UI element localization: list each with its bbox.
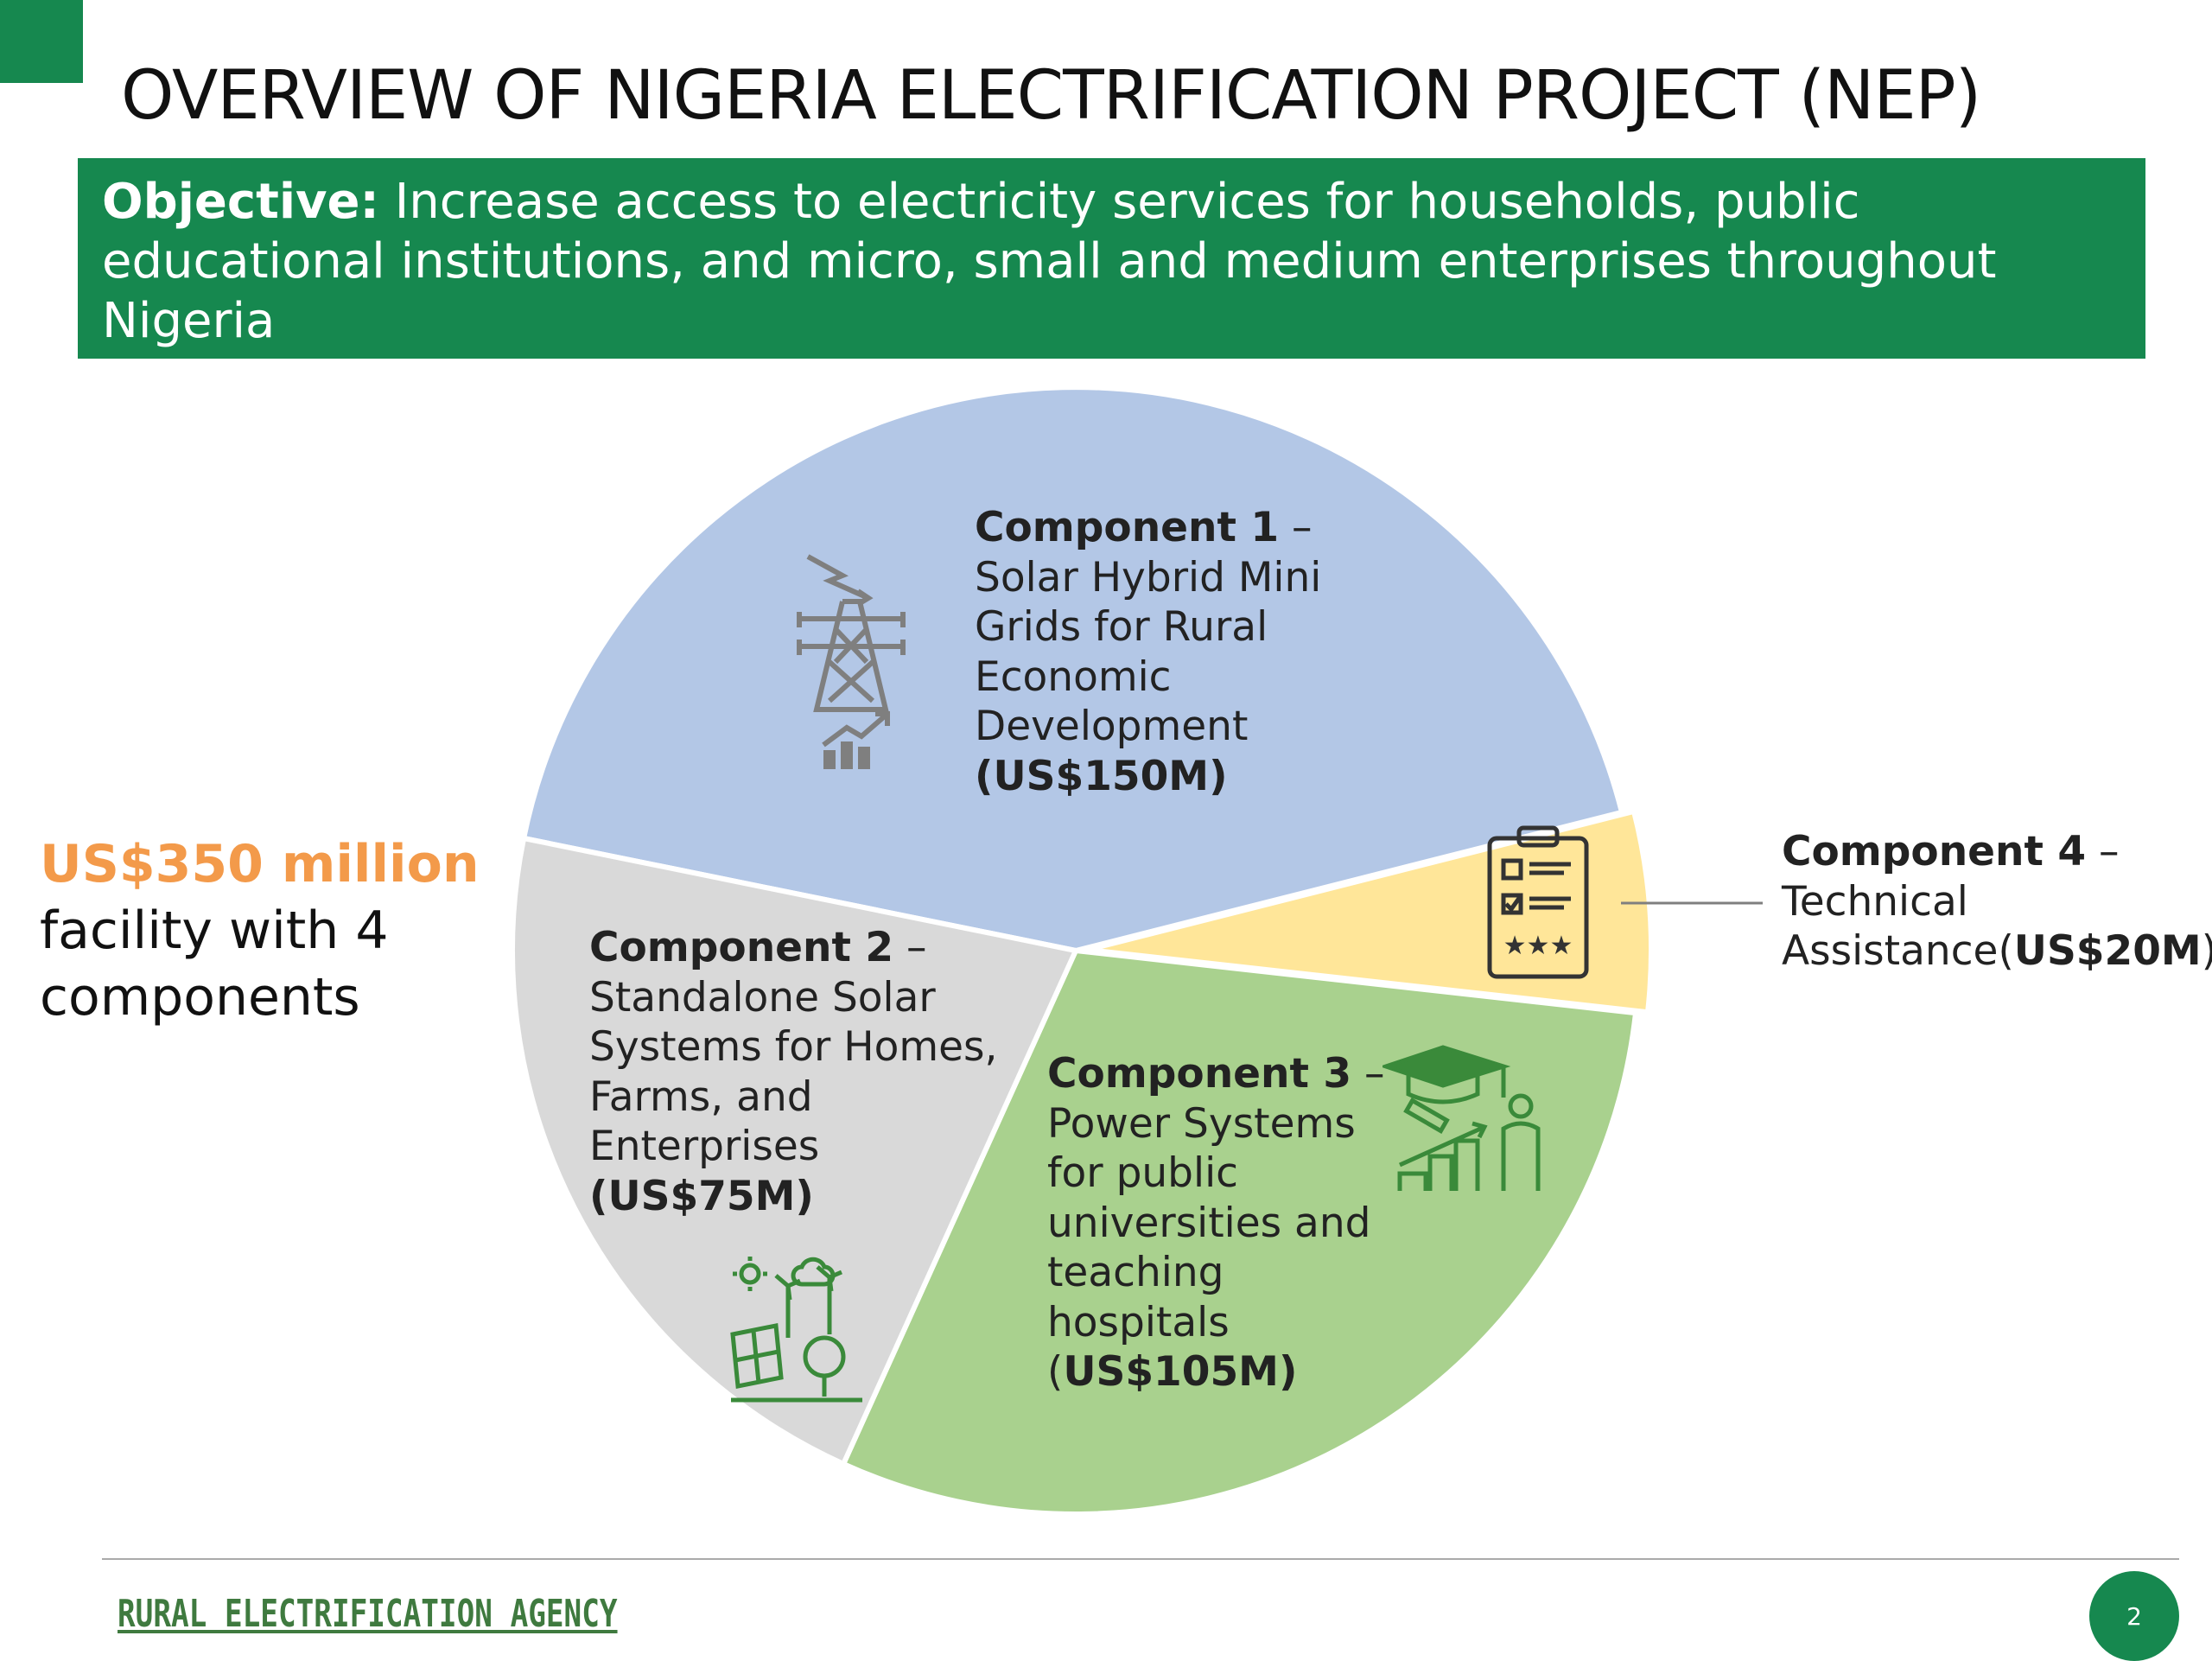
pie-slice-component-2 bbox=[510, 835, 1080, 1467]
footer-divider bbox=[102, 1558, 2179, 1560]
component4-label: Component 4 – Technical Assistance(US$20… bbox=[1782, 827, 2212, 977]
component2-label: Component 2 – Standalone Solar Systems f… bbox=[589, 924, 998, 1220]
component1-label: Component 1 – Solar Hybrid Mini Grids fo… bbox=[975, 504, 1322, 800]
facility-line-3: components bbox=[40, 967, 360, 1028]
pie-slices bbox=[510, 385, 1654, 1518]
objective-label: Objective: bbox=[102, 174, 379, 230]
corner-accent bbox=[0, 0, 83, 83]
component2-line-4: Enterprises bbox=[589, 1123, 820, 1170]
facility-amount: US$350 million bbox=[40, 834, 480, 894]
svg-text:★★★: ★★★ bbox=[1503, 931, 1573, 961]
component3-line-2: for public bbox=[1047, 1149, 1238, 1197]
component2-amount: (US$75M) bbox=[589, 1172, 814, 1220]
component2-line-2: Systems for Homes, bbox=[589, 1023, 998, 1071]
page-number-badge: 2 bbox=[2089, 1571, 2179, 1661]
component2-line-1: Standalone Solar bbox=[589, 973, 936, 1021]
facility-summary: US$350 million facility with 4 component… bbox=[40, 831, 480, 1031]
component2-title: Component 2 bbox=[589, 924, 894, 971]
component1-line-2: Grids for Rural bbox=[975, 603, 1268, 651]
transmission-tower-icon bbox=[797, 554, 906, 769]
component4-line-2-prefix: Assistance( bbox=[1782, 927, 2014, 975]
renewable-energy-icon bbox=[730, 1257, 862, 1403]
component3-title: Component 3 bbox=[1047, 1050, 1352, 1098]
pie-slice-component-1 bbox=[520, 385, 1625, 954]
component4-line-1: Technical bbox=[1782, 877, 1968, 926]
component1-title: Component 1 bbox=[975, 504, 1280, 551]
component1-line-3: Economic bbox=[975, 652, 1172, 701]
objective-banner: Objective: Increase access to electricit… bbox=[78, 158, 2145, 359]
component3-line-3: universities and bbox=[1047, 1199, 1371, 1247]
page-title: OVERVIEW OF NIGERIA ELECTRIFICATION PROJ… bbox=[121, 57, 1981, 135]
component3-amount-prefix: ( bbox=[1047, 1348, 1064, 1396]
component3-label: Component 3 – Power Systems for public u… bbox=[1047, 1050, 1385, 1396]
component3-line-4: teaching bbox=[1047, 1249, 1224, 1296]
objective-text: Increase access to electricity services … bbox=[102, 174, 1997, 349]
component3-amount: US$105M) bbox=[1063, 1348, 1298, 1396]
pie-slice-component-3 bbox=[840, 947, 1639, 1518]
facility-line-2: facility with 4 bbox=[40, 901, 389, 961]
component3-line-1: Power Systems bbox=[1047, 1099, 1356, 1148]
clipboard-checklist-icon: ★★★ bbox=[1487, 825, 1589, 979]
component1-line-1: Solar Hybrid Mini bbox=[975, 553, 1322, 601]
component4-amount: US$20M bbox=[2013, 927, 2202, 975]
graduation-cap-icon bbox=[1382, 1045, 1541, 1191]
component3-line-5: hospitals bbox=[1047, 1298, 1230, 1346]
component2-line-3: Farms, and bbox=[589, 1072, 813, 1121]
component4-line-2-suffix: ) bbox=[2202, 927, 2212, 975]
component4-title: Component 4 bbox=[1782, 828, 2087, 875]
component1-amount: (US$150M) bbox=[975, 752, 1228, 800]
component1-line-4: Development bbox=[975, 703, 1249, 750]
footer-brand: RURAL ELECTRIFICATION AGENCY bbox=[118, 1592, 618, 1636]
